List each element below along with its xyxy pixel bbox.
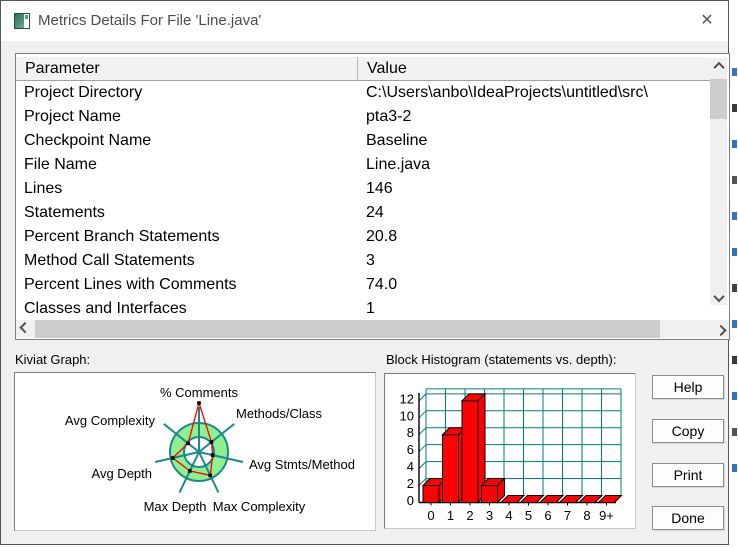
table-row[interactable]: Lines 146 xyxy=(16,177,710,201)
scroll-right-icon[interactable] xyxy=(712,320,729,338)
table-row[interactable]: Classes and Interfaces 1 xyxy=(16,297,710,321)
parameter-cell: Project Name xyxy=(24,108,121,125)
value-cell: Line.java xyxy=(366,156,431,173)
value-cell: 74.0 xyxy=(366,276,398,293)
svg-text:10: 10 xyxy=(400,408,414,423)
background-window-sliver xyxy=(731,0,738,547)
svg-text:0: 0 xyxy=(427,508,434,523)
close-icon[interactable]: ✕ xyxy=(700,12,714,29)
svg-text:Max Depth: Max Depth xyxy=(144,499,207,514)
table-row[interactable]: Project Name pta3-2 xyxy=(16,105,710,129)
svg-text:9+: 9+ xyxy=(599,508,614,523)
parameter-cell: Statements xyxy=(24,204,105,221)
value-cell: pta3-2 xyxy=(366,108,412,125)
help-button[interactable]: Help xyxy=(652,375,724,399)
print-button[interactable]: Print xyxy=(652,463,724,487)
svg-text:Methods/Class: Methods/Class xyxy=(236,406,322,421)
block-histogram-label: Block Histogram (statements vs. depth): xyxy=(386,352,617,367)
vertical-scrollbar[interactable] xyxy=(710,58,727,305)
kiviat-radar-chart: % Comments Methods/Class Avg Stmts/Method M… xyxy=(65,385,355,514)
parameter-cell: File Name xyxy=(24,156,97,173)
svg-text:6: 6 xyxy=(407,442,414,457)
parameter-cell: Method Call Statements xyxy=(24,252,195,269)
value-cell: 20.8 xyxy=(366,228,398,245)
table-row[interactable]: Percent Branch Statements 20.8 xyxy=(16,225,710,249)
parameter-cell: Project Directory xyxy=(24,84,143,101)
svg-text:5: 5 xyxy=(525,508,532,523)
svg-text:7: 7 xyxy=(564,508,571,523)
value-cell: 1 xyxy=(366,300,375,317)
table-row[interactable]: Project Directory C:\Users\anbo\IdeaProje… xyxy=(16,81,710,105)
svg-text:% Comments: % Comments xyxy=(160,385,239,400)
table-row[interactable]: Statements 24 xyxy=(16,201,710,225)
svg-text:Avg Depth: Avg Depth xyxy=(92,466,152,481)
title-bar: Metrics Details For File 'Line.java' ✕ xyxy=(1,1,728,41)
block-histogram-panel: 0 1 2 3 4 5 6 7 8 9+ 0 2 4 6 8 10 12 xyxy=(384,373,636,529)
app-icon xyxy=(14,13,30,29)
svg-text:1: 1 xyxy=(447,508,454,523)
table-header: Parameter Value xyxy=(16,57,710,81)
window-title: Metrics Details For File 'Line.java' xyxy=(38,12,262,29)
done-button[interactable]: Done xyxy=(652,506,724,530)
table-row[interactable]: Checkpoint Name Baseline xyxy=(16,129,710,153)
value-cell: C:\Users\anbo\IdeaProjects\untitled\src\ xyxy=(366,84,648,101)
column-header-value[interactable]: Value xyxy=(367,60,407,77)
svg-text:Max Complexity: Max Complexity xyxy=(213,499,306,514)
svg-text:Avg Complexity: Avg Complexity xyxy=(65,413,156,428)
svg-text:12: 12 xyxy=(400,391,414,406)
svg-text:8: 8 xyxy=(407,425,414,440)
parameter-cell: Checkpoint Name xyxy=(24,132,152,149)
svg-text:Avg Stmts/Method: Avg Stmts/Method xyxy=(249,457,355,472)
scroll-left-icon[interactable] xyxy=(16,320,33,338)
copy-button[interactable]: Copy xyxy=(652,419,724,443)
svg-text:2: 2 xyxy=(466,508,473,523)
svg-text:3: 3 xyxy=(486,508,493,523)
svg-text:6: 6 xyxy=(544,508,551,523)
svg-text:0: 0 xyxy=(407,493,414,508)
kiviat-graph-panel: % Comments Methods/Class Avg Stmts/Method M… xyxy=(14,372,376,531)
value-cell: 146 xyxy=(366,180,393,197)
value-cell: 3 xyxy=(366,252,375,269)
svg-text:2: 2 xyxy=(407,476,414,491)
vertical-scrollbar-thumb[interactable] xyxy=(710,79,727,119)
parameter-cell: Classes and Interfaces xyxy=(24,300,187,317)
table-body: Project Directory C:\Users\anbo\IdeaProje… xyxy=(16,81,710,321)
svg-text:4: 4 xyxy=(407,459,414,474)
value-cell: 24 xyxy=(366,204,384,221)
table-row[interactable]: Percent Lines with Comments 74.0 xyxy=(16,273,710,297)
table-row[interactable]: Method Call Statements 3 xyxy=(16,249,710,273)
svg-text:8: 8 xyxy=(583,508,590,523)
parameter-cell: Percent Branch Statements xyxy=(24,228,220,245)
value-cell: Baseline xyxy=(366,132,428,149)
horizontal-scrollbar-thumb[interactable] xyxy=(35,320,660,338)
metrics-table: Parameter Value Project Directory C:\User… xyxy=(15,53,730,340)
parameter-cell: Percent Lines with Comments xyxy=(24,276,237,293)
parameter-cell: Lines xyxy=(24,180,63,197)
scroll-up-icon[interactable] xyxy=(710,58,727,73)
kiviat-graph-label: Kiviat Graph: xyxy=(15,352,91,367)
column-header-parameter[interactable]: Parameter xyxy=(16,57,358,80)
scroll-down-icon[interactable] xyxy=(710,290,727,305)
horizontal-scrollbar[interactable] xyxy=(16,320,729,338)
table-row[interactable]: File Name Line.java xyxy=(16,153,710,177)
svg-text:4: 4 xyxy=(505,508,512,523)
